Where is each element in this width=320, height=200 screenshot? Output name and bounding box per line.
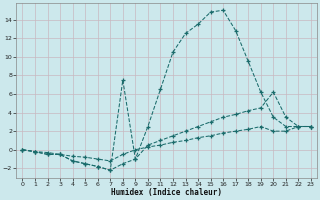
X-axis label: Humidex (Indice chaleur): Humidex (Indice chaleur) — [111, 188, 222, 197]
